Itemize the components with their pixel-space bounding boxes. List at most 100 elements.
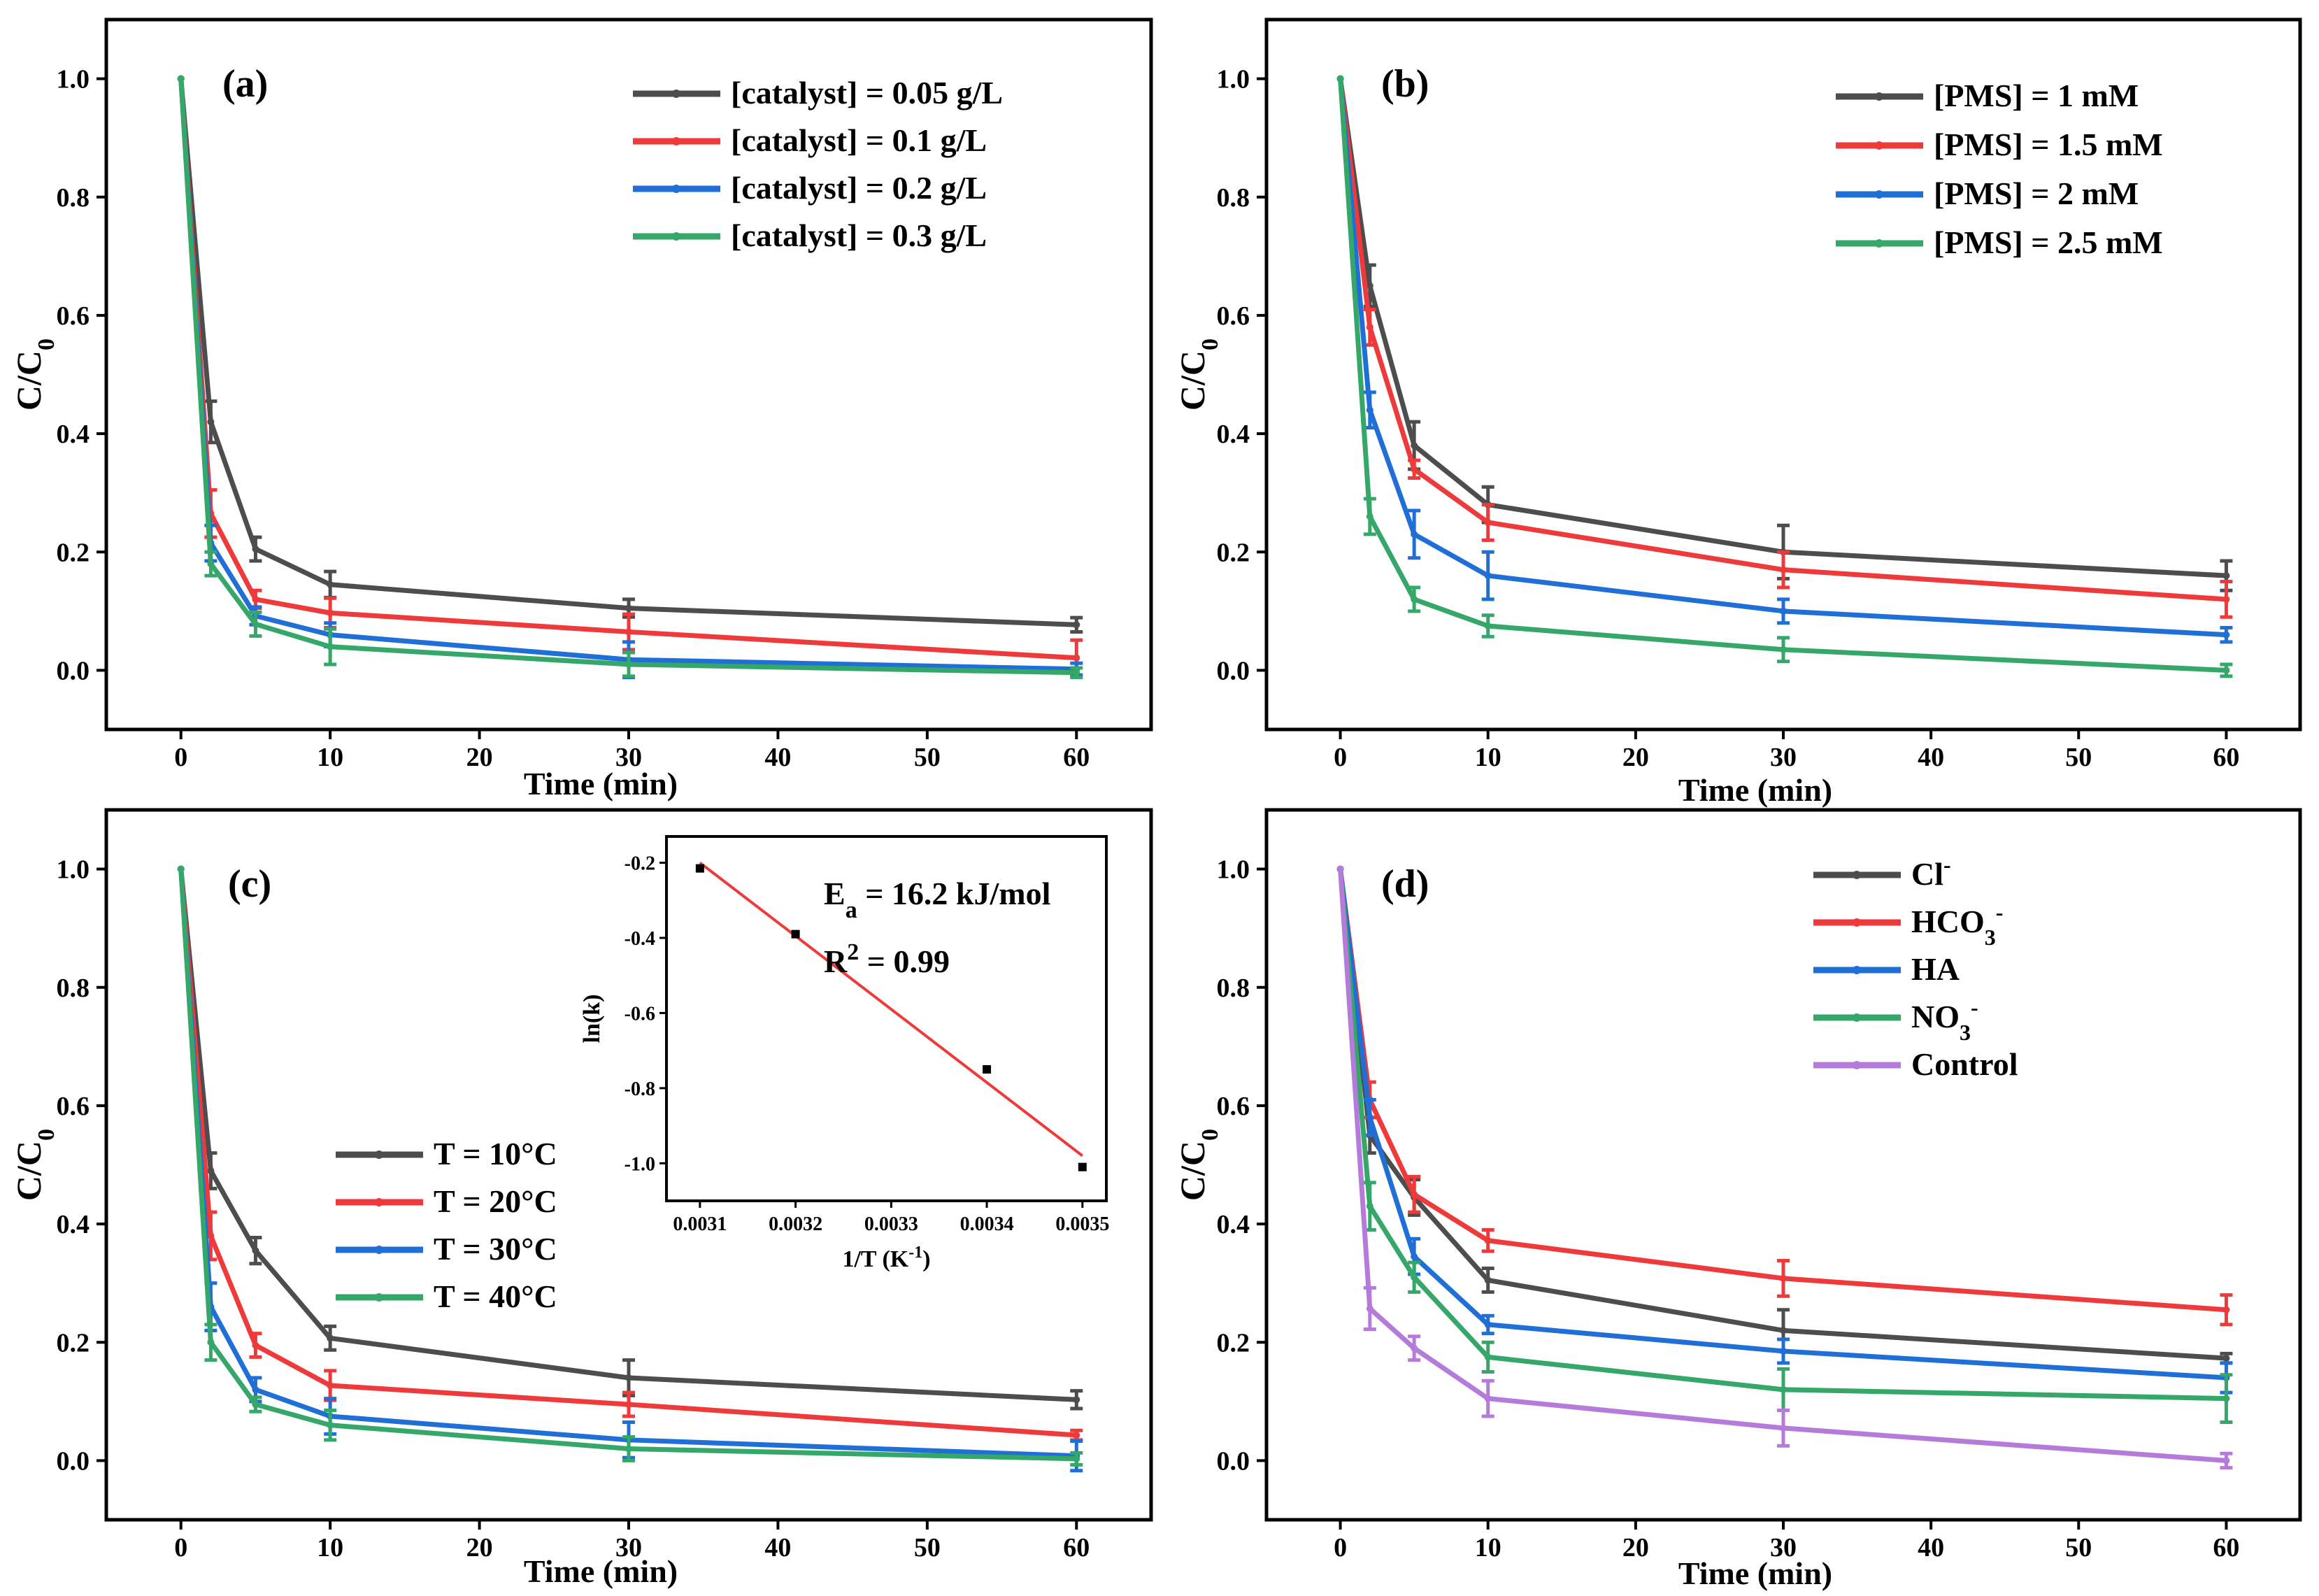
data-point bbox=[1780, 566, 1787, 573]
data-point bbox=[207, 418, 215, 426]
series-1 bbox=[177, 75, 1083, 634]
legend-marker bbox=[672, 137, 680, 145]
data-point bbox=[2222, 572, 2230, 580]
legend-label: T = 30°C bbox=[434, 1231, 557, 1267]
y-tick-label: 0.0 bbox=[57, 1446, 90, 1476]
y-tick-label: 0.6 bbox=[57, 1092, 90, 1121]
series-line bbox=[1338, 78, 2227, 602]
x-tick-label: 50 bbox=[914, 743, 941, 772]
data-point bbox=[1780, 1424, 1787, 1432]
series-line bbox=[1338, 869, 2227, 1463]
series-line bbox=[178, 869, 1077, 1402]
x-tick-label: 20 bbox=[1622, 1533, 1649, 1562]
data-point bbox=[625, 1445, 632, 1453]
data-point bbox=[327, 609, 334, 617]
data-point bbox=[1411, 442, 1418, 449]
legend-label: [PMS] = 1.5 mM bbox=[1934, 127, 2163, 162]
x-tick-label: 50 bbox=[2065, 1533, 2092, 1562]
data-point bbox=[1484, 622, 1492, 629]
x-tick-label: 60 bbox=[2213, 1533, 2239, 1562]
data-point bbox=[2222, 595, 2230, 603]
data-point bbox=[1484, 1237, 1492, 1244]
series-3 bbox=[1336, 75, 2233, 644]
legend-label: [PMS] = 1 mM bbox=[1934, 78, 2139, 113]
data-point bbox=[1073, 1455, 1080, 1462]
legend-label: [catalyst] = 0.3 g/L bbox=[731, 218, 987, 253]
x-tick-label: 30 bbox=[1770, 1533, 1797, 1562]
data-point bbox=[625, 628, 632, 636]
data-point bbox=[1484, 1395, 1492, 1402]
data-point bbox=[177, 75, 185, 83]
data-point bbox=[1780, 1327, 1787, 1334]
data-point bbox=[625, 604, 632, 612]
data-point bbox=[1366, 406, 1373, 414]
data-point bbox=[1073, 1396, 1080, 1404]
x-tick-label: 10 bbox=[1475, 1533, 1501, 1562]
legend-label: [PMS] = 2.5 mM bbox=[1934, 225, 2163, 260]
inset-x-tick-label: 0.0035 bbox=[1055, 1213, 1109, 1235]
y-tick-label: 0.8 bbox=[1217, 974, 1250, 1003]
legend-marker bbox=[1853, 1013, 1861, 1022]
y-axis-label: C/C0 bbox=[9, 339, 59, 411]
data-point bbox=[252, 546, 259, 553]
legend: [PMS] = 1 mM [PMS] = 1.5 mM [PMS] = 2 mM [P… bbox=[1836, 78, 2163, 260]
y-tick-label: 0.6 bbox=[1217, 301, 1250, 331]
y-axis-label: C/C0 bbox=[9, 1129, 59, 1201]
x-tick-label: 30 bbox=[1770, 743, 1797, 772]
series-line bbox=[178, 869, 1077, 1462]
data-point bbox=[1366, 513, 1373, 520]
x-tick-label: 40 bbox=[1918, 1533, 1944, 1562]
x-tick-label: 0 bbox=[1334, 1533, 1347, 1562]
series-line bbox=[1338, 78, 2227, 673]
inset-data-point bbox=[791, 929, 800, 939]
x-axis-label: Time (min) bbox=[1678, 772, 1832, 808]
data-point bbox=[2222, 1355, 2230, 1362]
data-point bbox=[1366, 282, 1373, 290]
panel-label: (d) bbox=[1381, 862, 1429, 906]
x-tick-label: 40 bbox=[764, 1533, 791, 1562]
data-point bbox=[1780, 607, 1787, 615]
series-2 bbox=[1336, 75, 2233, 619]
data-point bbox=[1073, 669, 1080, 676]
legend-marker bbox=[375, 1246, 383, 1254]
x-tick-label: 60 bbox=[2213, 743, 2239, 772]
legend-label: T = 40°C bbox=[434, 1278, 557, 1314]
legend-marker bbox=[1853, 918, 1861, 927]
panel-label: (c) bbox=[228, 862, 271, 906]
data-point bbox=[1780, 1274, 1787, 1282]
y-tick-label: 0.4 bbox=[57, 420, 90, 449]
legend-label: [PMS] = 2 mM bbox=[1934, 176, 2139, 211]
series-5 bbox=[1336, 865, 2233, 1470]
data-point bbox=[252, 1401, 259, 1409]
data-point bbox=[1411, 595, 1418, 603]
inset-fit-line bbox=[699, 862, 1084, 1157]
legend: [catalyst] = 0.05 g/L [catalyst] = 0.1 g/… bbox=[633, 75, 1003, 253]
legend-label: T = 20°C bbox=[434, 1183, 557, 1219]
y-tick-label: 1.0 bbox=[57, 855, 90, 885]
data-point bbox=[625, 1374, 632, 1381]
legend-label: Cl- bbox=[1911, 852, 1951, 892]
x-axis-label: Time (min) bbox=[524, 766, 678, 801]
inset-x-tick-label: 0.0033 bbox=[864, 1213, 918, 1235]
data-point bbox=[1780, 1385, 1787, 1393]
legend-label: [catalyst] = 0.1 g/L bbox=[731, 122, 987, 158]
x-tick-label: 0 bbox=[174, 743, 187, 772]
data-point bbox=[1780, 646, 1787, 653]
legend-marker bbox=[1853, 966, 1861, 974]
x-tick-label: 60 bbox=[1063, 743, 1090, 772]
x-tick-label: 20 bbox=[466, 1533, 493, 1562]
legend-marker bbox=[1875, 141, 1883, 150]
series-2 bbox=[177, 865, 1083, 1442]
series-line bbox=[178, 78, 1077, 676]
data-point bbox=[1484, 1276, 1492, 1284]
r-squared-text: R2 = 0.99 bbox=[824, 939, 950, 980]
data-point bbox=[327, 1381, 334, 1389]
x-tick-label: 60 bbox=[1063, 1533, 1090, 1562]
data-point bbox=[327, 1421, 334, 1429]
series-line bbox=[1338, 869, 2227, 1381]
data-point bbox=[1484, 572, 1492, 580]
inset-data-point bbox=[695, 864, 704, 873]
series-1 bbox=[177, 865, 1083, 1411]
legend-marker bbox=[1853, 871, 1861, 879]
